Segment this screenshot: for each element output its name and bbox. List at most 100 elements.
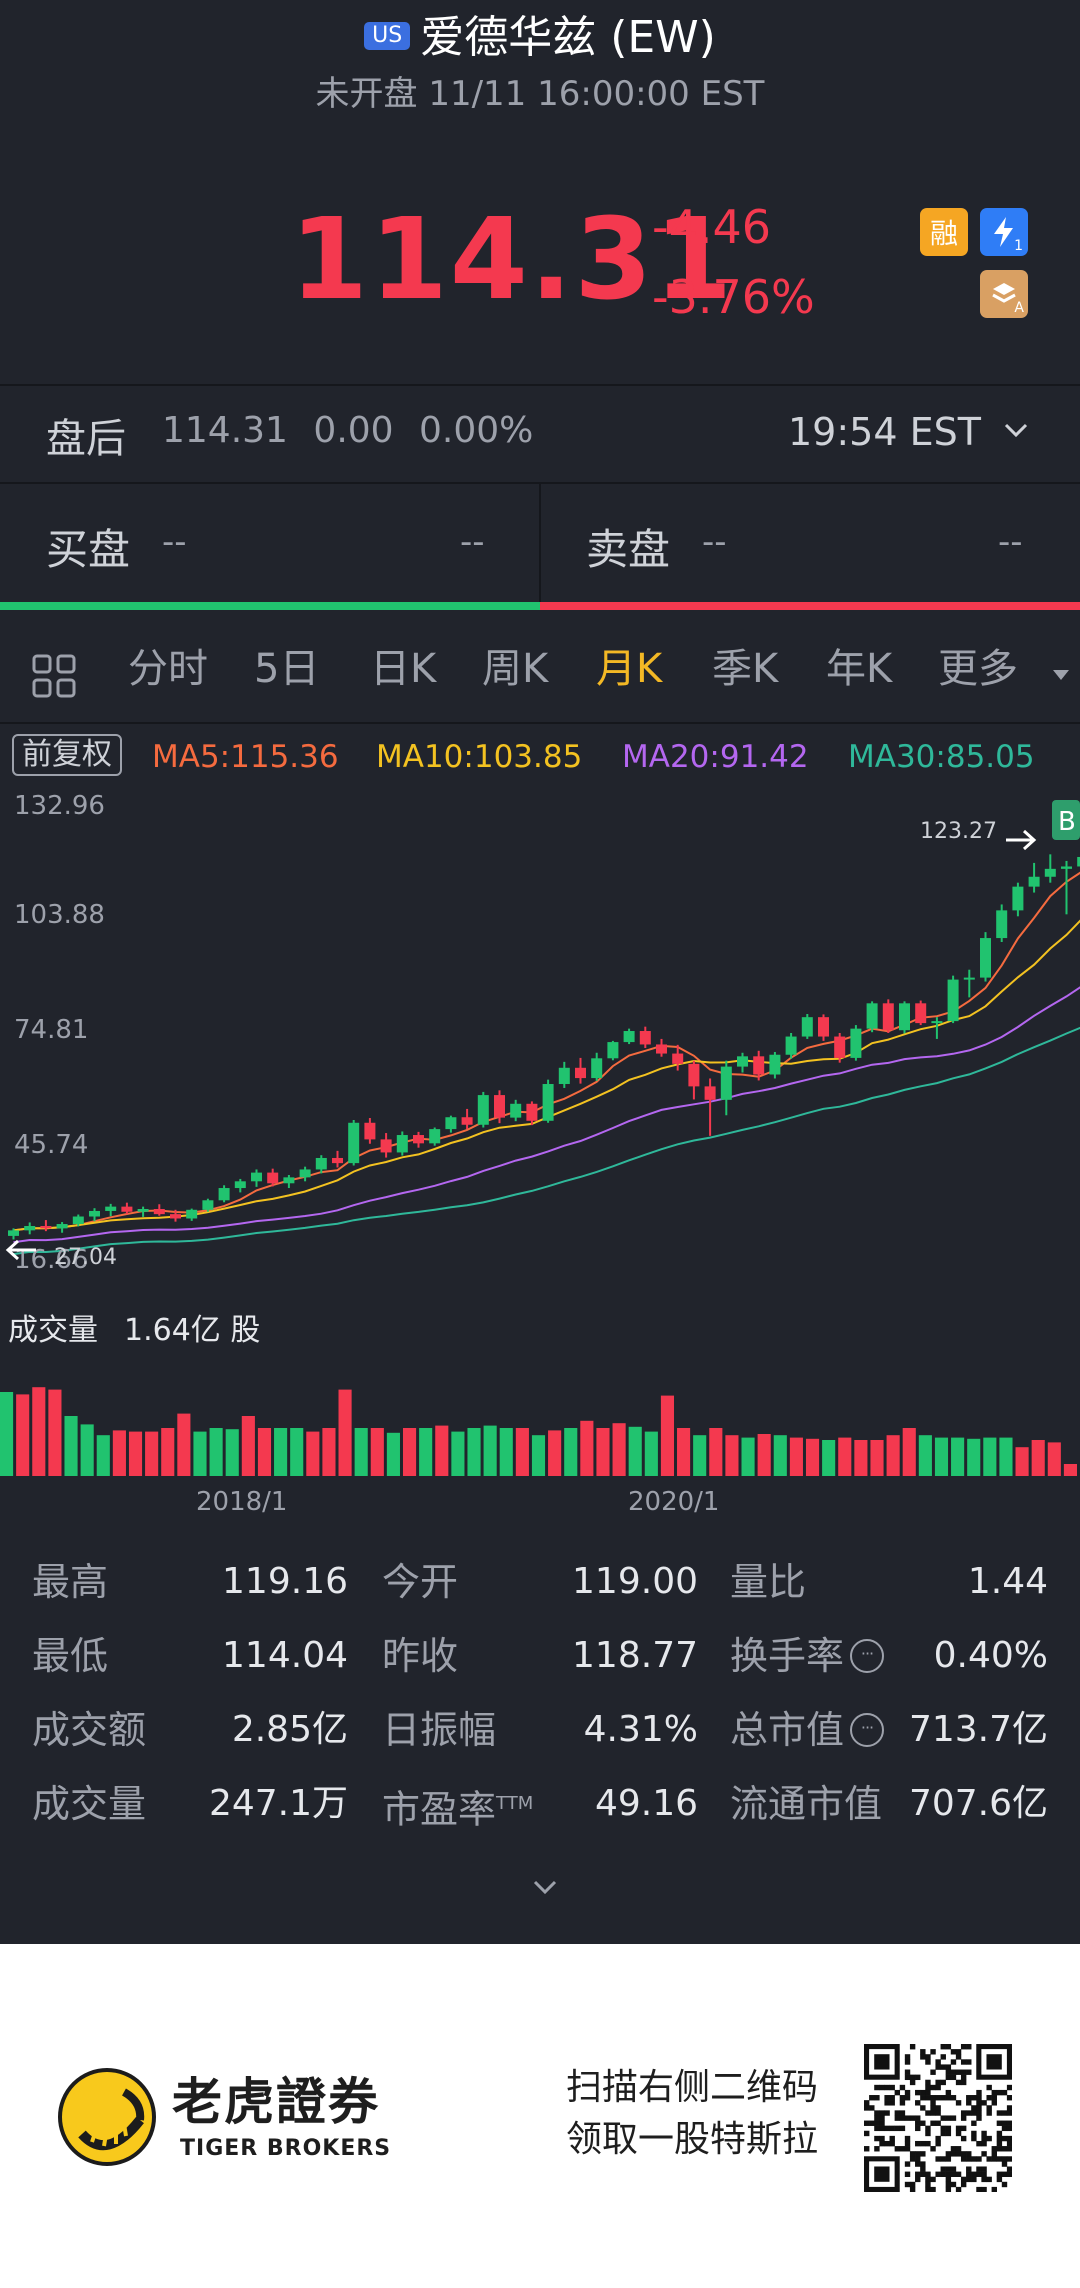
volume-bar — [80, 1424, 94, 1476]
qr-module — [874, 2095, 880, 2101]
margin-icon[interactable]: 融 — [920, 208, 968, 256]
qr-module — [950, 2151, 957, 2157]
qr-module — [1006, 2140, 1012, 2147]
qr-module — [904, 2181, 911, 2188]
qr-module — [1001, 2181, 1008, 2188]
volume-bar — [64, 1416, 78, 1476]
grid-icon[interactable] — [32, 654, 76, 698]
volume-bar — [467, 1428, 481, 1476]
info-icon[interactable]: ··· — [850, 1712, 885, 1747]
expand-chevron-icon[interactable] — [532, 1874, 558, 1900]
qr-module — [981, 2166, 987, 2172]
qr-module — [904, 2135, 911, 2142]
qr-module — [945, 2181, 952, 2188]
qr-module — [950, 2049, 957, 2055]
qr-module — [1006, 2146, 1012, 2152]
qr-module — [904, 2069, 911, 2075]
tab-daily-k[interactable]: 日K — [370, 646, 437, 692]
qr-code-icon[interactable] — [864, 2044, 1012, 2192]
volume-bar — [483, 1425, 497, 1476]
tab-yearly-k[interactable]: 年K — [826, 646, 893, 692]
qr-module — [904, 2059, 911, 2065]
qr-module — [915, 2161, 921, 2167]
tab-quarterly-k[interactable]: 季K — [712, 646, 779, 692]
qr-module — [945, 2176, 952, 2183]
candle-body — [283, 1177, 295, 1184]
more-dropdown-icon[interactable] — [1052, 668, 1070, 682]
bid-label: 买盘 — [46, 525, 131, 574]
tab-intraday[interactable]: 分时 — [128, 646, 208, 692]
tab-monthly-k[interactable]: 月K — [596, 646, 663, 692]
x-axis-label: 2018/1 — [196, 1487, 287, 1517]
qr-finder-core — [874, 2166, 890, 2182]
tab-more[interactable]: 更多 — [938, 646, 1018, 692]
qr-module — [864, 2146, 870, 2152]
qr-module — [955, 2079, 962, 2086]
volume-bar — [225, 1429, 239, 1476]
adjust-selector[interactable]: 前复权 — [12, 734, 122, 776]
qr-module — [945, 2069, 952, 2075]
qr-module — [894, 2125, 901, 2132]
qr-module — [879, 2135, 885, 2142]
qr-module — [991, 2146, 997, 2152]
volume-bar — [677, 1428, 691, 1476]
qr-module — [986, 2084, 992, 2091]
qr-module — [874, 2120, 880, 2126]
tab-5day[interactable]: 5日 — [254, 646, 320, 692]
qr-module — [869, 2120, 875, 2126]
qr-module — [930, 2049, 936, 2055]
volume-bar — [902, 1428, 916, 1476]
candle-body — [218, 1188, 230, 1201]
volume-bar — [16, 1394, 30, 1476]
qr-module — [945, 2130, 952, 2137]
stack-icon[interactable]: A — [980, 270, 1028, 318]
qr-module — [915, 2125, 921, 2132]
qr-module — [899, 2084, 906, 2091]
qr-module — [986, 2176, 992, 2183]
qr-module — [971, 2176, 977, 2183]
qr-module — [899, 2110, 906, 2116]
qr-module — [1001, 2110, 1008, 2116]
arrow-right-icon — [1006, 829, 1037, 851]
volume-bar — [741, 1437, 755, 1476]
candle-body — [299, 1169, 311, 1178]
qr-module — [945, 2089, 952, 2096]
flash-trade-icon[interactable]: 1 — [980, 208, 1028, 256]
chevron-down-icon[interactable] — [1002, 416, 1030, 444]
qr-module — [930, 2186, 936, 2192]
pe-label: 市盈率TTM — [382, 1776, 533, 1838]
ma30-value: MA30:85.05 — [848, 739, 1035, 775]
qr-module — [955, 2049, 962, 2055]
qr-module — [1001, 2135, 1008, 2142]
candle-body — [882, 1003, 894, 1031]
info-icon[interactable]: ··· — [850, 1638, 885, 1673]
qr-module — [930, 2110, 936, 2116]
qr-module — [960, 2079, 967, 2086]
qr-module — [945, 2125, 952, 2132]
candle-body — [332, 1157, 343, 1164]
qr-module — [925, 2079, 931, 2086]
volume-bar — [789, 1437, 803, 1476]
market-cap-label-text: 总市值 — [730, 1708, 845, 1752]
qr-module — [915, 2089, 921, 2096]
qr-module — [971, 2095, 977, 2101]
layers-icon — [992, 283, 1016, 303]
after-hours-row[interactable]: 盘后 114.31 0.00 0.00% 19:54 EST — [0, 386, 1080, 482]
qr-module — [889, 2100, 895, 2106]
volume-bar — [838, 1437, 852, 1476]
volume-bar — [370, 1428, 384, 1476]
qr-module — [960, 2151, 967, 2157]
qr-module — [940, 2166, 946, 2172]
tab-weekly-k[interactable]: 周K — [482, 646, 549, 692]
promo-line-2: 领取一股特斯拉 — [566, 2119, 819, 2160]
qr-module — [976, 2156, 982, 2162]
qr-module — [899, 2095, 906, 2101]
qr-module — [960, 2074, 967, 2081]
qr-module — [966, 2156, 972, 2162]
candle-body — [72, 1216, 84, 1225]
candle-body — [251, 1172, 262, 1182]
candle-body — [364, 1122, 376, 1140]
volume-bar — [1047, 1442, 1061, 1476]
qr-module — [996, 2171, 1003, 2177]
